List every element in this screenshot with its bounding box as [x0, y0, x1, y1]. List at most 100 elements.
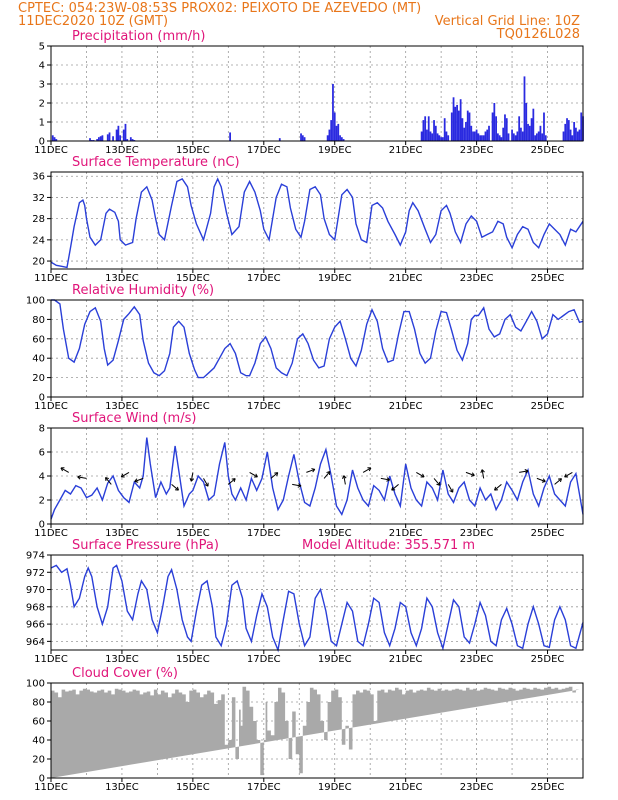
panel-precip: 0 1 2 3 4 5 11DEC 13DEC 15DEC 17DEC 19DEC 21DEC 23DE…: [34, 29, 584, 156]
wind-vector-shaft: [120, 471, 130, 478]
precip-bar: [424, 116, 427, 141]
panel-title-rh: Relative Humidity (%): [72, 283, 214, 298]
precip-bar: [472, 131, 474, 141]
precip-bar: [335, 125, 338, 141]
y-tick-label: 0: [39, 520, 45, 531]
precip-bar: [438, 135, 441, 141]
header-date: 11DEC2020 10Z (GMT): [18, 14, 168, 29]
panel-frame: [50, 554, 584, 651]
precip-bar: [543, 112, 545, 141]
wind-vector-head: [564, 473, 569, 478]
wind-vector-head: [326, 471, 331, 476]
wind-vector-shaft: [433, 478, 441, 486]
wind-vector-head: [60, 467, 65, 472]
wind-vector-arrow: [60, 467, 69, 473]
precip-bar: [278, 138, 281, 141]
x-tick-label: 17DEC: [247, 782, 281, 793]
y-tick-label: 40: [32, 736, 45, 747]
y-tick-label: 24: [32, 235, 45, 246]
wind-vector-shaft: [306, 468, 315, 473]
wind-vector-arrow: [519, 469, 529, 474]
wind-vector-shaft: [554, 478, 562, 485]
x-tick-label: 11DEC: [34, 145, 68, 156]
wind-vector-shaft: [465, 471, 475, 476]
wind-vector-shaft: [171, 484, 179, 491]
y-tick-label: 20: [32, 257, 45, 268]
panel-rh: 0 20 40 60 80 100 11DEC 13DEC 15DEC 17DEC 19DEC 21D…: [26, 283, 584, 412]
x-tick-label: 17DEC: [247, 273, 281, 284]
wind-vector-head: [420, 473, 425, 478]
precip-bar: [51, 135, 54, 141]
header-model-id: TQ0126L028: [496, 27, 580, 42]
x-tick-label: 23DEC: [460, 654, 494, 665]
precip-bar: [454, 106, 457, 141]
x-tick-label: 15DEC: [176, 528, 210, 539]
precip-bar: [564, 123, 567, 141]
y-tick-label: 964: [26, 637, 45, 648]
wind-vector-head: [480, 469, 485, 473]
precip-bar: [571, 135, 574, 141]
wind-vector-head: [470, 472, 475, 477]
y-tick-label: 20: [32, 373, 45, 384]
wind-vector-shaft: [228, 478, 236, 485]
x-tick-label: 21DEC: [389, 145, 423, 156]
precip-bar: [340, 137, 343, 141]
wind-vector-shaft: [519, 470, 529, 473]
y-tick-label: 3: [39, 80, 45, 91]
x-tick-label: 21DEC: [389, 782, 423, 793]
wind-vector-head: [105, 477, 109, 482]
precip-bar: [544, 135, 547, 141]
precip-bar: [465, 122, 467, 141]
x-tick-label: 19DEC: [318, 401, 352, 412]
wind-vector-shaft: [249, 471, 258, 478]
x-tick-label: 15DEC: [176, 273, 210, 284]
panels-group: 0 1 2 3 4 5 11DEC 13DEC 15DEC 17DEC 19DEC 21DEC 23DE…: [26, 29, 584, 793]
precip-bar: [326, 135, 329, 141]
y-tick-label: 100: [26, 296, 45, 307]
panel-frame: [50, 171, 584, 270]
wind-vector-head: [557, 478, 562, 483]
y-tick-label: 972: [26, 568, 45, 579]
wind-vector-arrow: [465, 471, 475, 477]
wind-vector-head: [189, 477, 195, 482]
wind-vector-arrow: [171, 484, 179, 491]
x-tick-label: 23DEC: [460, 782, 494, 793]
precip-bar: [496, 133, 499, 141]
precip-bar: [124, 123, 127, 141]
wind-vector-shaft: [391, 484, 399, 491]
wind-vector-head: [494, 486, 499, 491]
precip-bar: [567, 120, 570, 141]
precip-bar: [442, 137, 444, 141]
precip-bar: [427, 116, 430, 141]
precip-bar: [89, 138, 91, 141]
wind-vector-shaft: [416, 471, 425, 478]
wind-vector-arrow: [189, 472, 195, 482]
precip-bar: [440, 137, 443, 141]
panel-temp: 20 24 28 32 36 11DEC 13DEC 15DEC 17DEC 19DEC 21DEC…: [32, 155, 584, 284]
x-tick-label: 19DEC: [318, 145, 352, 156]
precip-bar: [463, 127, 466, 141]
wind-vector-arrow: [554, 478, 562, 485]
x-tick-label: 15DEC: [176, 782, 210, 793]
precip-bar: [495, 116, 497, 141]
precip-bar: [229, 132, 231, 141]
precip-bar: [537, 131, 540, 141]
precip-bar: [475, 129, 478, 141]
wind-vector-arrow: [342, 475, 347, 485]
precip-bar: [580, 112, 583, 141]
wind-vector-shaft: [564, 471, 573, 478]
wind-vector-shaft: [494, 484, 502, 491]
x-tick-label: 17DEC: [247, 654, 281, 665]
y-tick-label: 60: [32, 717, 45, 728]
precip-bar: [126, 139, 129, 141]
wind-vector-head: [311, 468, 316, 473]
precip-bar: [337, 123, 340, 141]
precip-bar: [502, 127, 505, 141]
y-tick-label: 970: [26, 585, 45, 596]
x-tick-label: 21DEC: [389, 528, 423, 539]
wind-vector-arrow: [416, 471, 425, 478]
y-tick-label: 0: [39, 774, 45, 785]
wind-vector-head: [253, 473, 258, 478]
precip-bar: [433, 120, 435, 141]
